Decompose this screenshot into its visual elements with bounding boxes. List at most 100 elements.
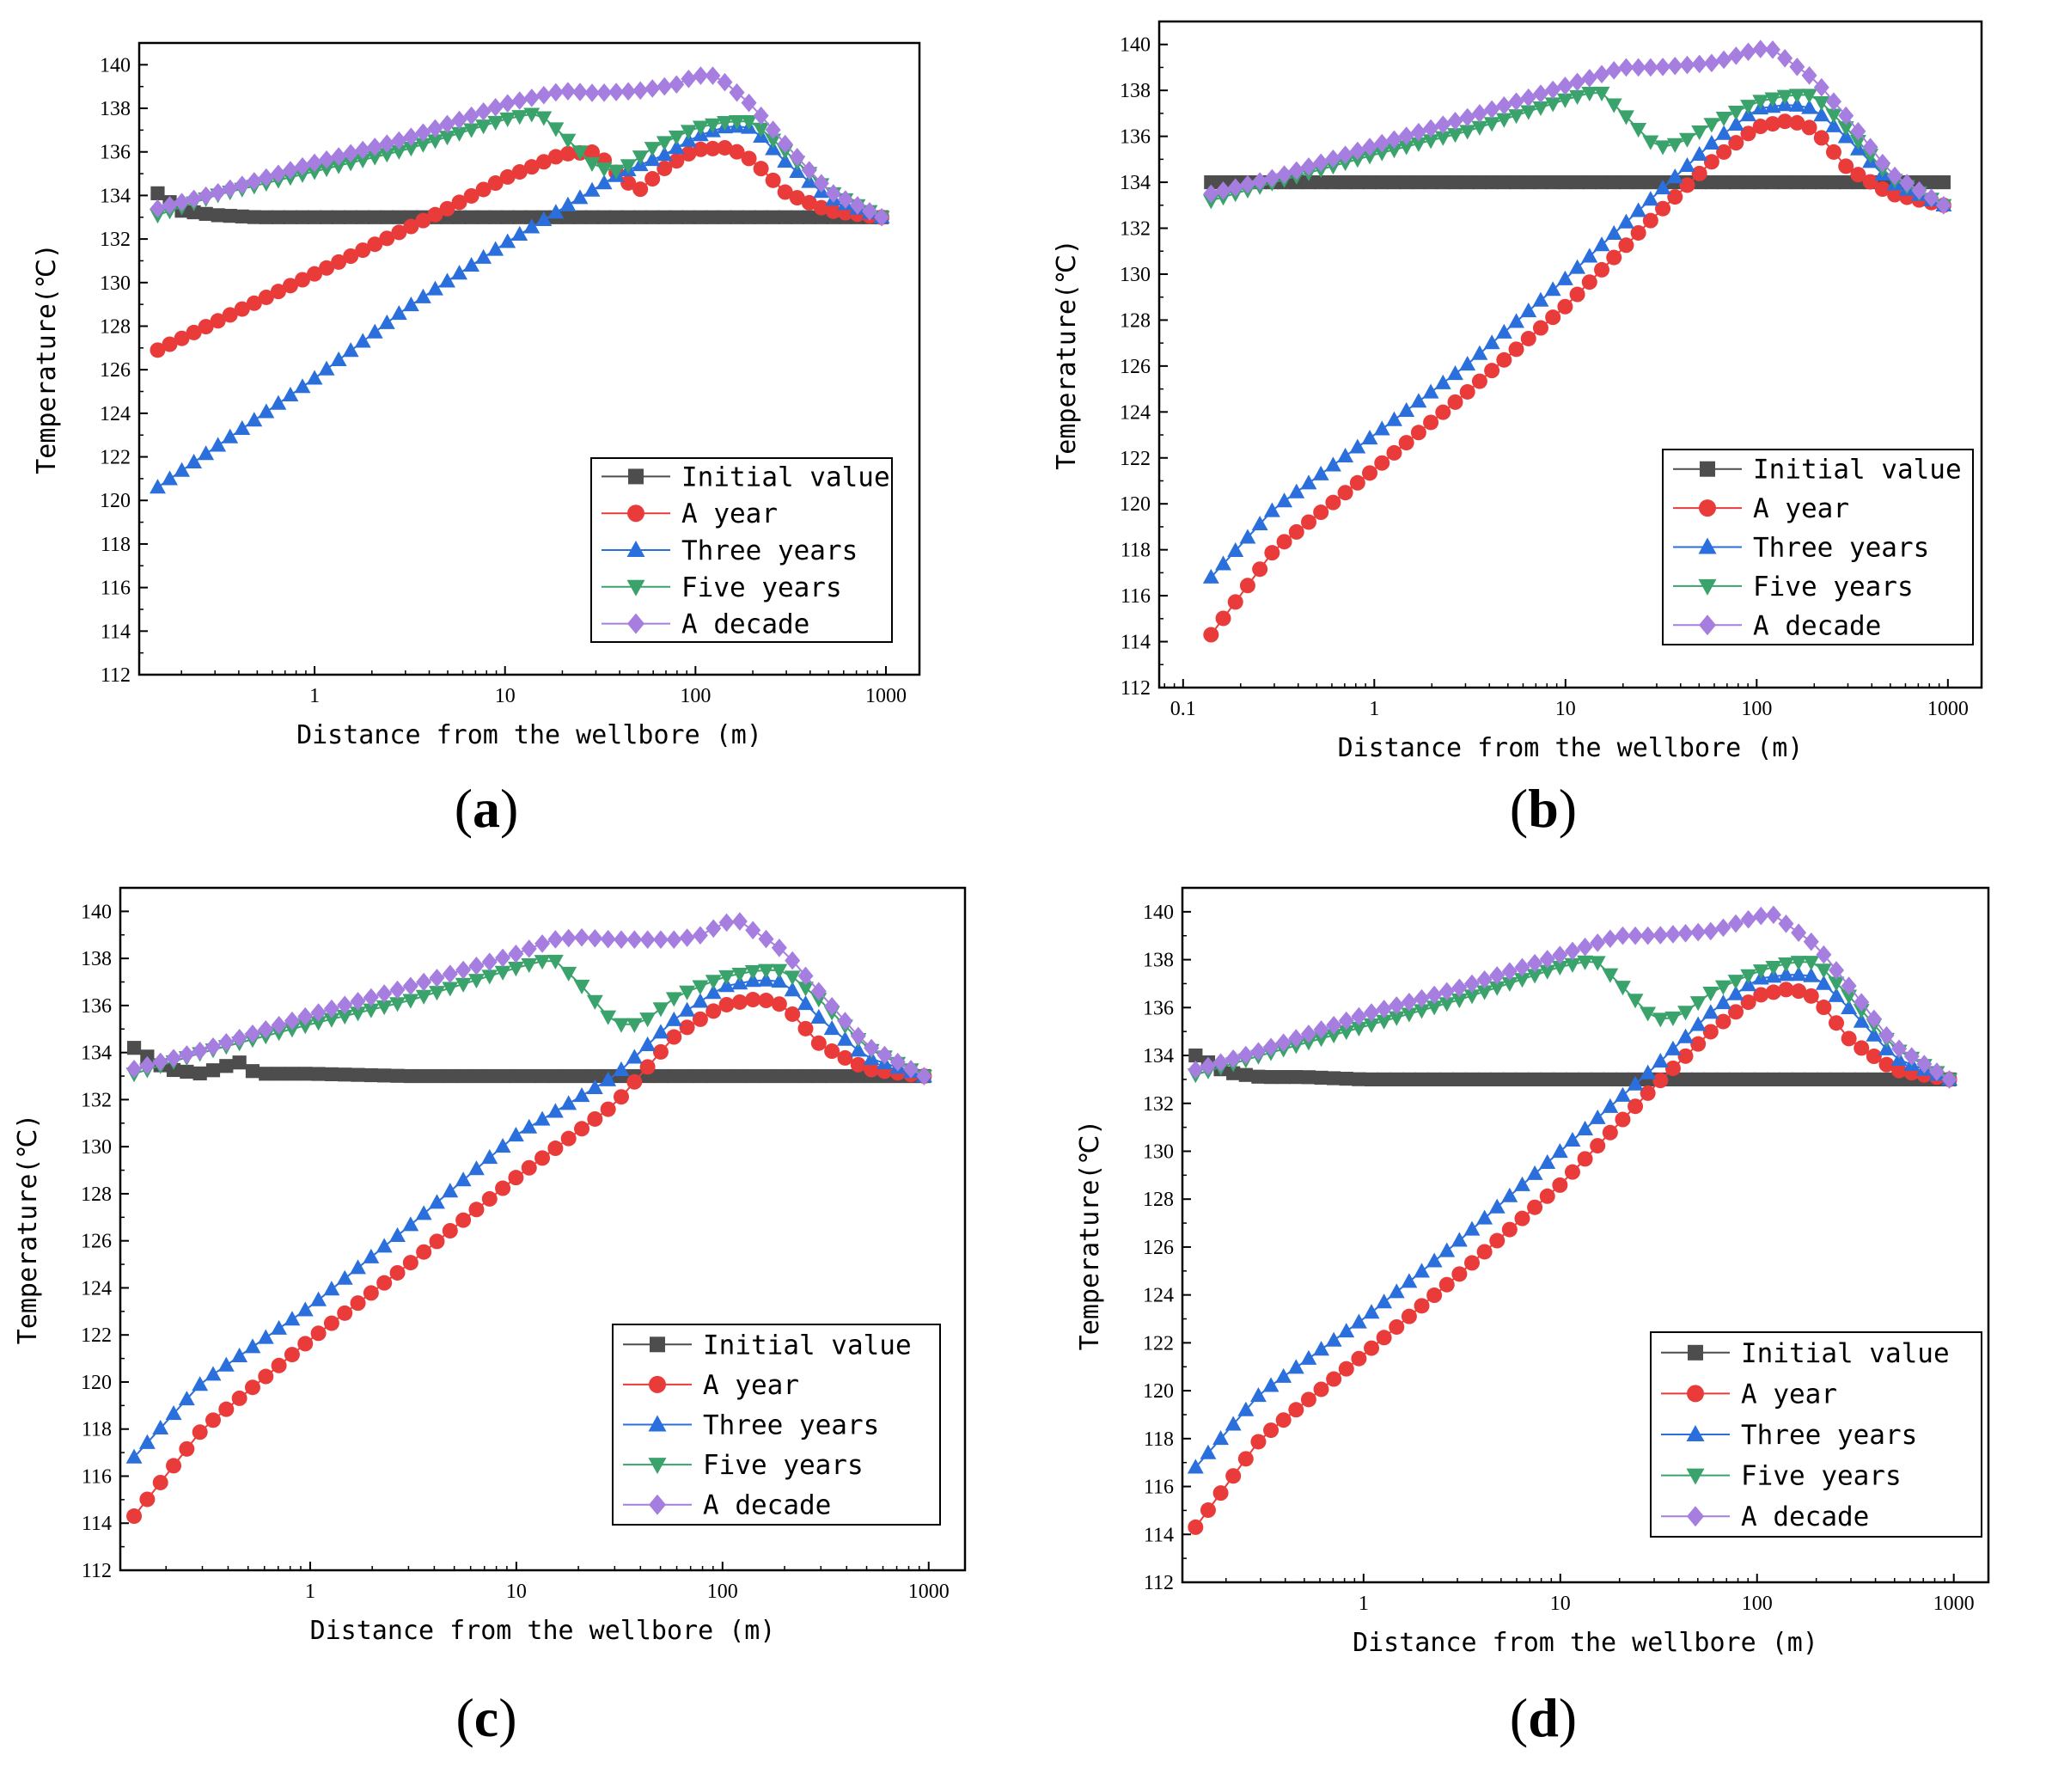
data-point [1764,40,1780,59]
data-point [414,288,431,303]
data-point [584,210,600,224]
data-point [1630,224,1646,241]
data-point [521,1159,537,1176]
data-point [1801,65,1817,85]
x-tick-label: 10 [495,685,516,707]
data-point [547,149,564,165]
y-axis-title: Temperature(℃) [13,1114,43,1345]
data-point [1338,1323,1355,1338]
series-diamond [1203,40,1951,215]
y-tick-label: 120 [100,490,131,512]
data-point [1630,202,1647,217]
data-point [1471,373,1487,389]
data-point [765,133,782,149]
data-point [1752,964,1769,980]
data-point [1200,1444,1217,1459]
data-point [355,140,371,160]
data-point [1866,1049,1882,1065]
data-point [1652,1073,1669,1089]
data-point [608,164,625,180]
data-point [771,996,787,1012]
y-tick-label: 114 [101,621,131,643]
data-point [463,123,480,138]
data-point [1727,106,1744,121]
data-point [571,83,588,101]
data-point [379,134,395,153]
data-point [705,210,720,224]
data-point [1509,174,1524,190]
data-point [771,973,788,988]
series-circle [150,139,890,358]
x-tick-label: 100 [680,685,711,707]
data-point [1386,411,1402,426]
data-point [1483,334,1500,350]
legend-swatch-marker [1698,578,1717,596]
data-point [402,994,419,1009]
data-point [1388,1283,1405,1299]
y-tick-label: 134 [1120,172,1151,194]
y-tick-label: 136 [1143,997,1174,1019]
data-point [1679,55,1695,75]
data-point [179,1440,195,1457]
data-point [652,930,669,950]
legend-swatch-marker [1699,615,1716,636]
data-point [1691,125,1708,141]
data-point [759,1068,773,1084]
data-point [165,1404,182,1421]
data-point [1200,1502,1216,1519]
data-point [1521,174,1536,190]
data-point [439,272,455,288]
data-point [1351,1350,1367,1367]
data-point [679,1019,695,1036]
data-point [668,139,685,155]
data-point [1703,118,1720,133]
data-point [1434,374,1451,389]
data-point [1249,1387,1267,1403]
data-point [1862,138,1878,156]
data-point [1630,122,1647,138]
x-tick-label: 1 [1359,1593,1369,1615]
x-tick-label: 1000 [1933,1593,1975,1615]
data-point [1414,1263,1430,1278]
data-point [1603,1072,1617,1086]
data-point [1508,313,1524,328]
data-point [1362,138,1378,156]
data-point [1655,200,1671,217]
data-point [1514,957,1530,977]
data-point [521,1118,538,1134]
data-point [331,147,347,166]
data-point [1778,982,1794,998]
data-point [494,965,511,981]
data-point [1463,1220,1481,1236]
legend: Initial value A year Three years Five years… [612,1324,941,1526]
data-point [205,1063,221,1078]
data-point [1642,212,1658,229]
data-point [1388,1011,1405,1026]
x-tick-label: 1 [1369,698,1379,720]
data-point [838,1068,852,1084]
data-point [1630,58,1646,77]
data-point [210,313,226,329]
data-point [499,233,516,248]
data-point [1841,999,1858,1015]
data-point [222,307,238,323]
data-point [1526,1165,1543,1180]
series-triangle-up [125,971,932,1464]
data-point [1414,1298,1430,1314]
data-point [521,939,537,958]
data-point [584,144,601,161]
data-point [1338,1361,1354,1377]
data-point [1594,174,1609,190]
data-point [719,1068,734,1084]
data-point [1301,1070,1316,1085]
data-point [560,928,577,948]
data-point [1753,174,1768,190]
data-point [534,955,551,970]
data-point [1727,115,1744,131]
y-tick-label: 116 [1121,585,1151,608]
data-point [1642,58,1658,77]
data-point [1263,1037,1280,1057]
data-point [452,210,467,224]
data-point [718,913,735,933]
data-point [1741,174,1756,190]
